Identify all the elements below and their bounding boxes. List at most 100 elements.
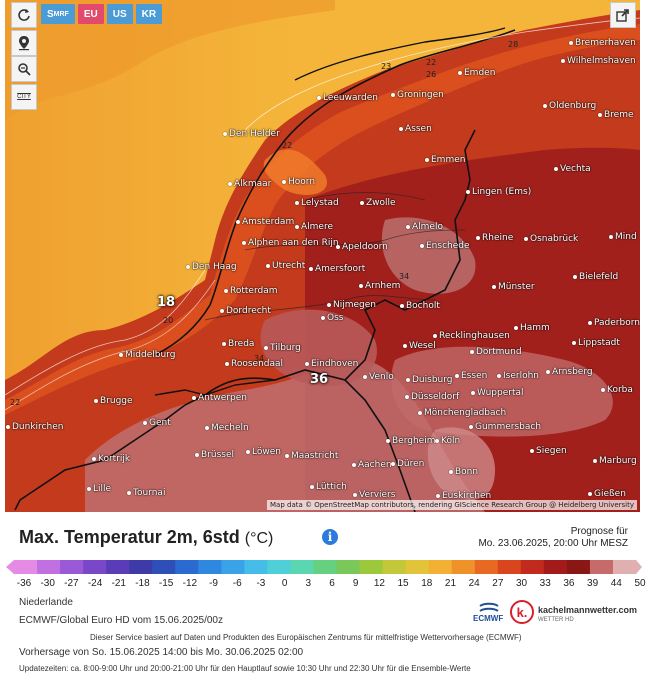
city-marker — [530, 449, 534, 453]
city-label: Zwolle — [366, 198, 396, 208]
city-label: Köln — [441, 436, 461, 446]
city-label: Düsseldorf — [411, 392, 460, 402]
tab-kr-label: KR — [141, 8, 157, 20]
city-label: Wilhelmshaven — [567, 56, 636, 66]
city-label: Assen — [405, 124, 432, 134]
brand-sub: WETTER HD — [538, 617, 574, 623]
city-label: Düren — [397, 459, 425, 469]
location-pin-icon — [19, 36, 29, 51]
city-label: Bocholt — [406, 301, 440, 311]
city-label: Leeuwarden — [323, 93, 379, 103]
weather-map[interactable]: S MRF EU US KR CITY Bremerhaven Wilhelmsha… — [5, 0, 640, 512]
city-marker — [264, 346, 268, 350]
brand-name: kachelmannwetter.com — [538, 605, 638, 615]
scale-tick: 15 — [397, 578, 409, 589]
city-marker — [420, 244, 424, 248]
service-note: Dieser Service basiert auf Daten und Pro… — [90, 633, 522, 642]
city-marker — [6, 425, 10, 429]
scale-tick: -36 — [16, 578, 32, 589]
city-marker — [405, 395, 409, 399]
city-label: Den Haag — [192, 262, 237, 272]
city-label: Amsterdam — [242, 217, 295, 227]
isoline-label: 34 — [254, 354, 265, 363]
city-label: Amersfoort — [315, 264, 366, 274]
isoline-label: 22 — [10, 398, 21, 407]
city-label: Bonn — [455, 467, 479, 477]
ecmwf-logo — [479, 602, 499, 612]
share-button[interactable] — [610, 2, 636, 28]
scale-cell — [14, 560, 38, 574]
city-marker — [127, 491, 131, 495]
share-icon — [616, 9, 629, 22]
scale-tick: -18 — [135, 578, 150, 589]
scale-cell — [589, 560, 614, 574]
city-label: Nijmegen — [333, 300, 376, 310]
city-marker — [470, 350, 474, 354]
city-label: Brugge — [100, 396, 133, 406]
scale-tick: 44 — [610, 578, 622, 589]
legend-title-text: Max. Temperatur 2m, 6std — [19, 527, 240, 547]
city-marker — [476, 236, 480, 240]
zoom-icon — [18, 63, 31, 76]
city-marker — [406, 225, 410, 229]
city-label: Wuppertal — [477, 388, 524, 398]
city-marker — [497, 374, 501, 378]
city-marker — [186, 265, 190, 269]
tab-eu[interactable]: EU — [77, 4, 104, 24]
tab-us[interactable]: US — [106, 4, 133, 24]
city-marker — [455, 374, 459, 378]
city-label: Groningen — [397, 90, 444, 100]
scale-tick: 33 — [539, 578, 551, 589]
tab-smrf[interactable]: S MRF — [41, 4, 75, 24]
city-marker — [601, 388, 605, 392]
city-marker — [593, 459, 597, 463]
city-marker — [436, 494, 440, 498]
forecast-time: Mo. 23.06.2025, 20:00 Uhr MESZ — [478, 538, 628, 549]
tab-kr[interactable]: KR — [135, 4, 163, 24]
scale-tick: 0 — [281, 578, 288, 589]
scale-tick: -30 — [40, 578, 55, 589]
city-marker — [543, 104, 547, 108]
city-marker — [94, 399, 98, 403]
city-label: Euskirchen — [442, 491, 492, 501]
city-label: Mönchengladbach — [424, 408, 507, 418]
refresh-button[interactable] — [11, 2, 37, 28]
scale-tick: 12 — [373, 578, 385, 589]
forecast-label: Prognose für Mo. 23.06.2025, 20:00 Uhr M… — [478, 526, 628, 550]
city-label: Kortrijk — [98, 454, 131, 464]
city-marker — [569, 41, 573, 45]
city-label: Lelystad — [301, 198, 339, 208]
city-marker — [309, 267, 313, 271]
city-label: Siegen — [536, 446, 567, 456]
scale-cell — [428, 560, 453, 574]
city-marker — [360, 201, 364, 205]
city-marker — [546, 370, 550, 374]
kachelmann-brand: kachelmannwetter.com WETTER HD — [538, 605, 637, 625]
isoline-label: 26 — [426, 70, 437, 79]
tab-smrf-sub: MRF — [53, 10, 69, 18]
zoom-button[interactable] — [11, 56, 37, 82]
scale-tick: -27 — [64, 578, 79, 589]
isoline-label: 22 — [282, 141, 293, 150]
legend-unit: (°C) — [244, 530, 274, 547]
isoline-label: 34 — [399, 272, 410, 281]
scale-cell — [106, 560, 130, 574]
city-toggle-button[interactable]: CITY — [11, 84, 37, 110]
city-marker — [400, 304, 404, 308]
city-label: Löwen — [252, 447, 281, 457]
city-label: Lille — [93, 484, 112, 494]
info-icon[interactable]: i — [322, 529, 338, 545]
location-button[interactable] — [11, 30, 37, 56]
color-scale — [6, 560, 642, 574]
scale-cell — [175, 560, 199, 574]
region-name: Niederlande — [19, 597, 73, 608]
scale-arrow-right — [636, 560, 642, 574]
temp-mark-max: 36 — [310, 372, 329, 387]
scale-tick: 39 — [587, 578, 599, 589]
scale-cell — [359, 560, 384, 574]
city-label: Iserlohn — [503, 371, 539, 381]
city-marker — [359, 284, 363, 288]
city-label: Korba — [607, 385, 633, 395]
scale-cell — [543, 560, 568, 574]
city-label: Marburg — [599, 456, 637, 466]
